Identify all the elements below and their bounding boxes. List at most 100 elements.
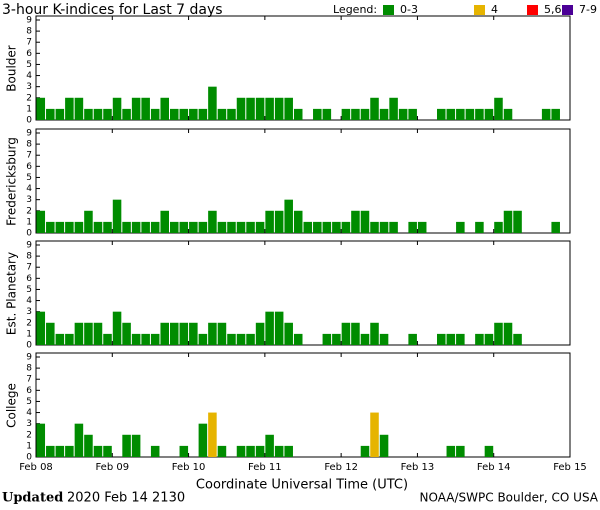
bar <box>131 221 141 233</box>
bar <box>370 97 379 120</box>
bar <box>503 322 513 345</box>
bar <box>179 445 189 457</box>
y-tick-label: 4 <box>26 408 32 418</box>
y-tick-label: 6 <box>26 386 32 396</box>
bar <box>198 108 208 120</box>
panel-name: Est. Planetary <box>5 252 19 335</box>
bar <box>122 322 131 345</box>
bar <box>503 108 513 120</box>
bar <box>189 108 198 120</box>
bar <box>513 333 522 345</box>
panel-frame <box>35 240 571 346</box>
bar <box>160 210 169 233</box>
bar <box>475 221 484 233</box>
bar <box>179 221 189 233</box>
bar <box>74 423 84 457</box>
legend-title: Legend: <box>333 3 377 16</box>
bar <box>293 210 303 233</box>
bar <box>93 108 103 120</box>
bar <box>437 333 446 345</box>
y-tick-label: 4 <box>26 184 32 194</box>
bar <box>103 108 112 120</box>
bar <box>46 108 55 120</box>
bar <box>456 445 465 457</box>
bar <box>84 322 93 345</box>
bar <box>208 322 217 345</box>
bar <box>513 210 522 233</box>
updated-label: Updated <box>2 491 63 506</box>
y-tick-label: 0 <box>26 341 32 351</box>
bar <box>484 333 494 345</box>
bar <box>112 199 122 233</box>
bar <box>456 333 465 345</box>
bar <box>332 221 341 233</box>
legend-label: 7-9 <box>579 3 597 16</box>
y-tick-label: 9 <box>26 241 32 251</box>
x-axis-label: Coordinate Universal Time (UTC) <box>196 478 408 493</box>
bar <box>198 423 208 457</box>
bar <box>93 445 103 457</box>
bar <box>103 221 112 233</box>
bar <box>131 97 141 120</box>
bar <box>255 445 265 457</box>
bar <box>484 445 494 457</box>
bar <box>370 412 379 457</box>
bar <box>55 221 65 233</box>
bar <box>332 333 341 345</box>
y-tick-label: 5 <box>26 60 32 70</box>
bar <box>322 333 332 345</box>
bar <box>475 333 484 345</box>
bar <box>246 333 255 345</box>
y-tick-label: 0 <box>26 453 32 463</box>
bar <box>274 311 284 345</box>
bar <box>84 210 93 233</box>
bar <box>465 108 475 120</box>
y-tick-label: 5 <box>26 173 32 183</box>
bar <box>265 434 274 457</box>
bar <box>122 108 131 120</box>
y-tick-label: 3 <box>26 195 32 205</box>
y-tick-label: 8 <box>26 364 32 374</box>
y-tick-label: 1 <box>26 329 32 339</box>
bar <box>494 97 503 120</box>
bar <box>217 108 227 120</box>
bar <box>379 333 389 345</box>
bar <box>236 97 246 120</box>
y-tick-label: 8 <box>26 27 32 37</box>
bar <box>389 97 398 120</box>
bar <box>170 108 179 120</box>
bar <box>360 445 370 457</box>
legend-swatch <box>527 5 538 15</box>
bar <box>65 445 74 457</box>
bar <box>150 221 160 233</box>
bar <box>208 412 217 457</box>
y-tick-label: 3 <box>26 419 32 429</box>
y-tick-label: 8 <box>26 140 32 150</box>
bar <box>265 311 274 345</box>
bar <box>122 434 131 457</box>
bar <box>274 97 284 120</box>
bar <box>160 322 169 345</box>
bar <box>274 210 284 233</box>
bar <box>351 108 360 120</box>
x-tick-label: Feb 14 <box>477 462 511 473</box>
bar <box>360 210 370 233</box>
bar <box>46 445 55 457</box>
panel-name: Boulder <box>5 45 19 92</box>
x-tick-label: Feb 12 <box>324 462 358 473</box>
bar <box>341 221 351 233</box>
y-tick-label: 3 <box>26 307 32 317</box>
bar <box>284 445 293 457</box>
y-tick-label: 2 <box>26 430 32 440</box>
bar <box>446 108 456 120</box>
bar <box>370 221 379 233</box>
bar <box>150 108 160 120</box>
bar <box>189 221 198 233</box>
x-tick-label: Feb 10 <box>172 462 206 473</box>
y-tick-label: 5 <box>26 397 32 407</box>
bar <box>398 108 408 120</box>
panel-frame <box>35 128 571 234</box>
y-tick-label: 1 <box>26 217 32 227</box>
bar <box>293 333 303 345</box>
